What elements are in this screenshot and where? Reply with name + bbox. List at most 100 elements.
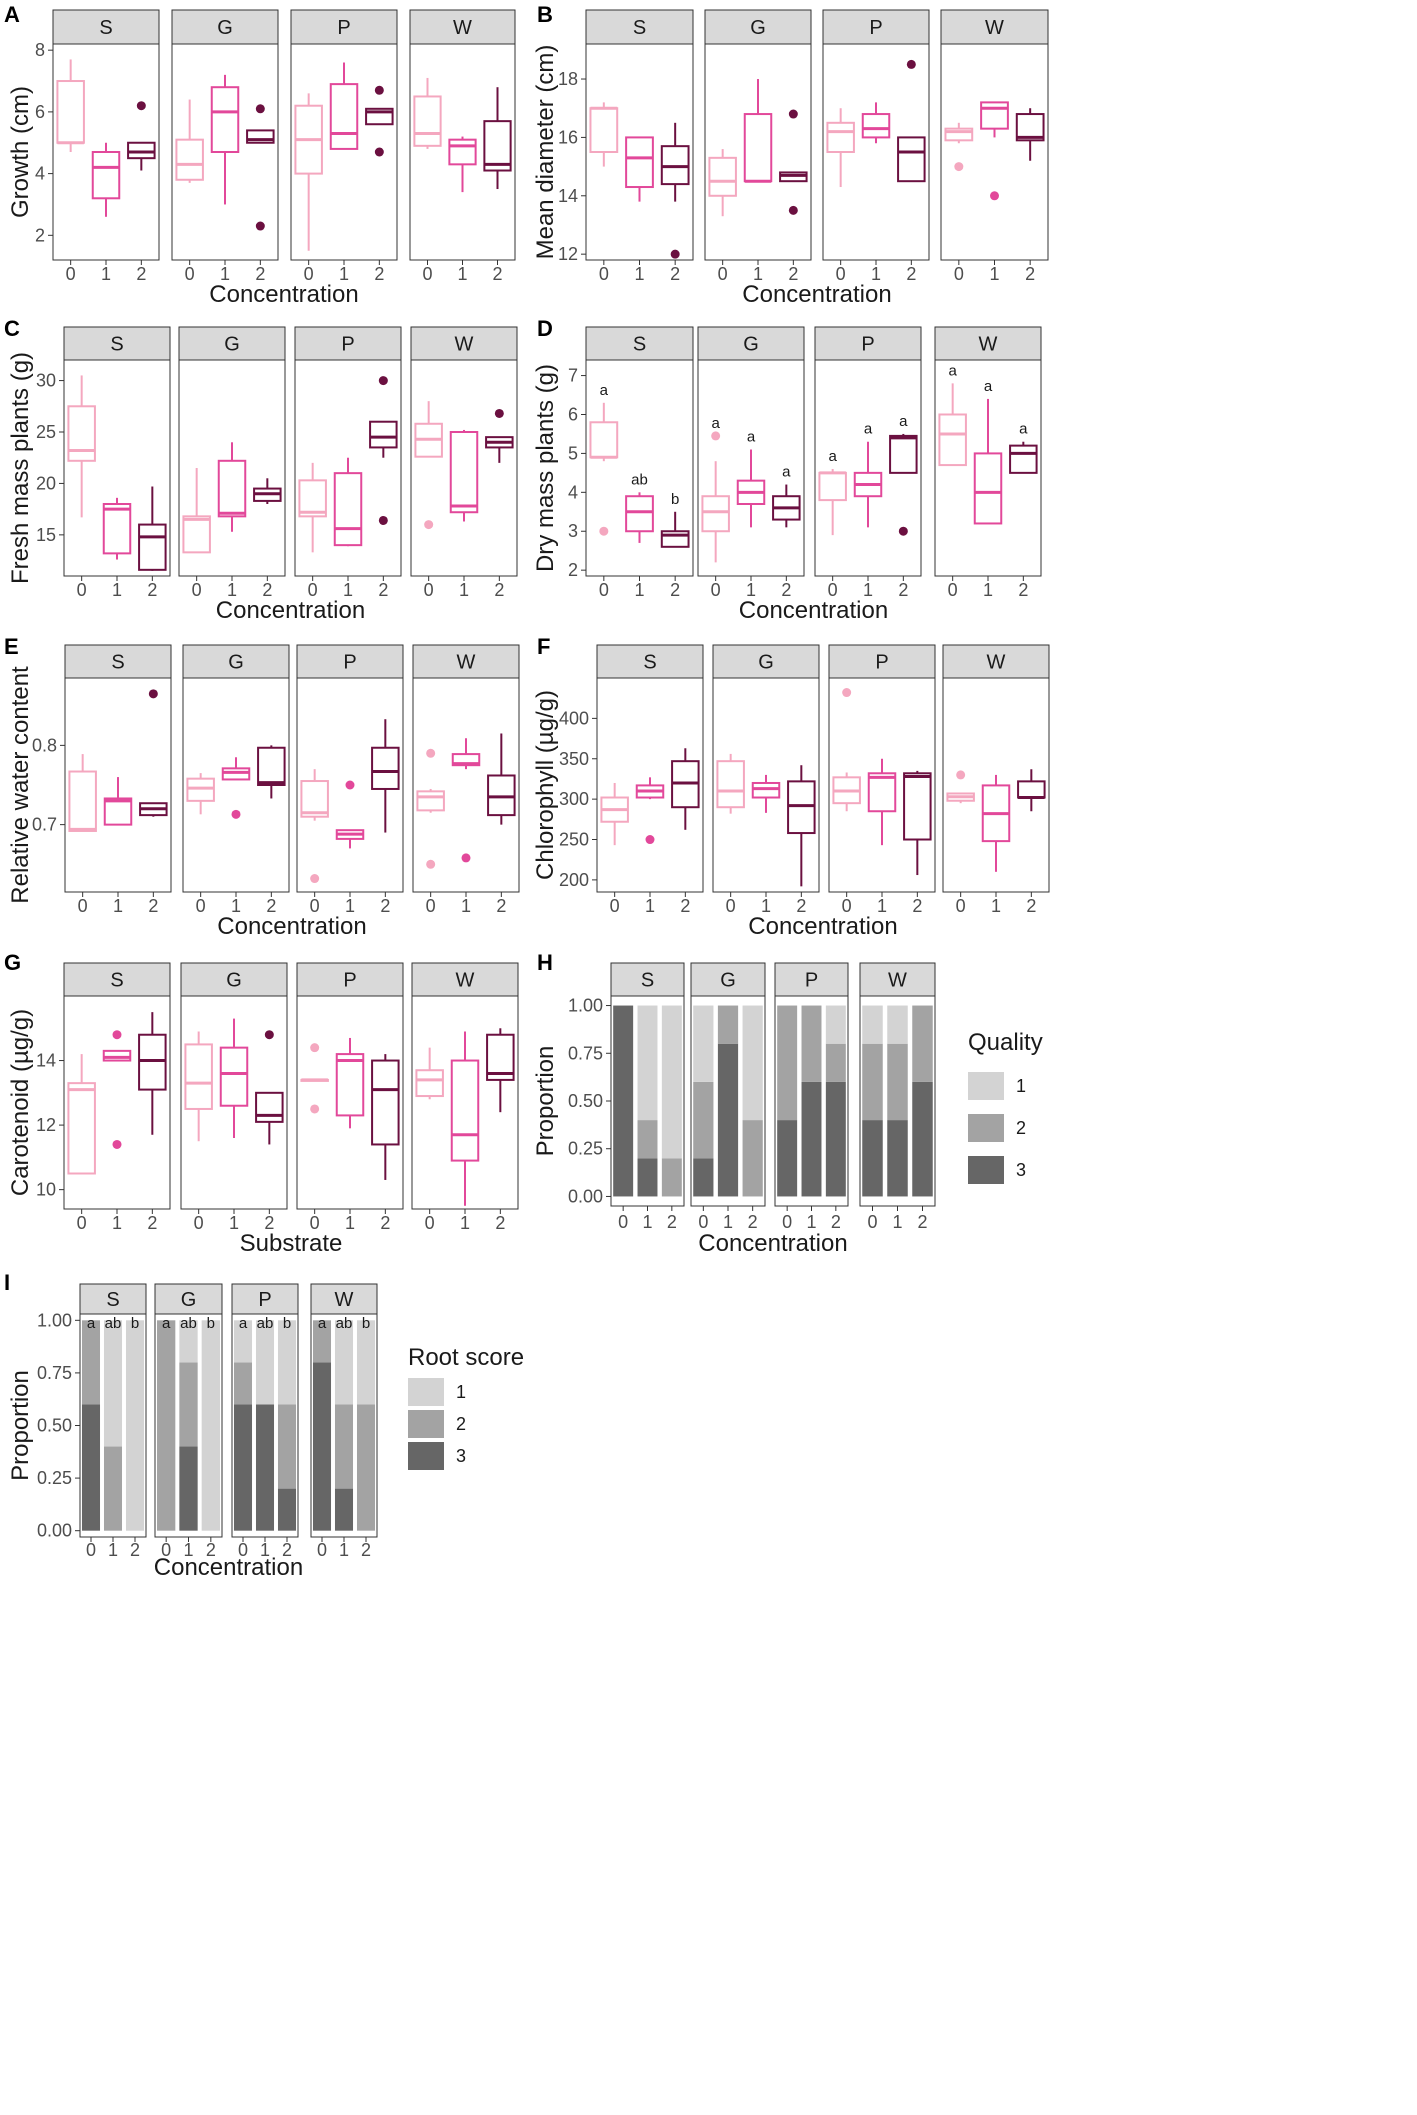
box-iqr	[175, 138, 204, 181]
y-tick-label: 0.50	[568, 1091, 603, 1111]
bar-segment-quality-1	[825, 1005, 846, 1044]
facet-P: P 0 1 2	[828, 644, 936, 916]
outlier-point	[264, 1030, 274, 1040]
facet-label: P	[805, 970, 818, 992]
stacked-bar-P-0	[233, 1320, 253, 1531]
x-tick-label: 0	[954, 264, 964, 284]
legend-swatch	[968, 1072, 1004, 1100]
box-P-2	[897, 59, 926, 183]
bar-segment-quality-1	[201, 1320, 220, 1531]
box-iqr	[450, 1059, 480, 1162]
x-tick-label: 0	[599, 580, 609, 600]
box-iqr	[973, 452, 1003, 525]
facet-S: S 0 1 2	[52, 9, 160, 284]
box-G-0	[184, 1031, 213, 1142]
bar-segment-quality-2	[179, 1362, 198, 1447]
box-S-1	[102, 497, 132, 560]
facet-P: P 0 1 2	[294, 326, 402, 600]
stacked-bar-S-2	[661, 1005, 682, 1197]
y-tick-label: 4	[568, 482, 578, 502]
x-tick-label: 2	[748, 1212, 758, 1232]
box-W-0	[415, 1047, 444, 1100]
panel-letter: A	[4, 2, 20, 27]
box-S-1	[103, 777, 133, 826]
facet-strip	[942, 644, 1050, 679]
bar-segment-quality-2	[777, 1005, 798, 1121]
box-iqr	[182, 515, 211, 554]
facet-label: W	[888, 970, 907, 992]
outlier-point	[378, 376, 388, 386]
facet-label: W	[987, 652, 1006, 674]
x-tick-label: 0	[422, 264, 432, 284]
facet-label: G	[228, 652, 244, 674]
x-axis-title: Concentration	[209, 281, 358, 308]
box-iqr	[102, 1049, 132, 1062]
legend-swatch	[408, 1378, 444, 1406]
bar-segment-quality-3	[334, 1488, 354, 1531]
stacked-bar-P-1	[801, 1005, 822, 1197]
box-P-1	[867, 758, 897, 846]
facet-strip	[596, 644, 704, 679]
box-iqr	[329, 83, 359, 150]
box-W-0	[946, 770, 975, 804]
bar-segment-quality-3	[717, 1043, 739, 1197]
bar-segment-quality-1	[661, 1005, 682, 1159]
box-W-1	[449, 429, 479, 522]
facet-P: P 0 1 2	[822, 9, 930, 284]
facet-strip	[934, 326, 1042, 361]
y-tick-label: 14	[36, 1051, 56, 1071]
facet-P: P 0 1 2 a a a	[814, 326, 922, 600]
x-tick-label: 2	[282, 1540, 292, 1560]
box-G-1	[736, 449, 766, 528]
box-P-2	[889, 433, 918, 536]
box-iqr	[369, 420, 398, 449]
y-tick-label: 12	[36, 1115, 56, 1135]
box-S-1	[625, 136, 654, 202]
x-tick-label: 0	[196, 896, 206, 916]
facet-label: G	[181, 1289, 197, 1311]
box-W-0	[416, 748, 445, 869]
facet-G: G 0 1 2 a ab b	[154, 1283, 223, 1560]
x-tick-label: 0	[726, 896, 736, 916]
bar-segment-quality-2	[81, 1320, 101, 1405]
box-S-1	[102, 1030, 132, 1149]
box-iqr	[625, 136, 654, 189]
facet-strip	[704, 9, 812, 45]
box-P-2	[369, 376, 398, 525]
box-iqr	[186, 777, 215, 802]
x-tick-label: 2	[380, 1213, 390, 1233]
x-tick-label: 2	[788, 264, 798, 284]
x-tick-label: 2	[917, 1212, 927, 1232]
box-G-0	[701, 431, 730, 563]
y-tick-label: 10	[36, 1180, 56, 1200]
bar-segment-quality-1	[356, 1320, 376, 1405]
x-tick-label: 1	[634, 580, 644, 600]
box-iqr	[589, 421, 619, 459]
bar-segment-quality-3	[801, 1081, 822, 1197]
box-iqr	[102, 503, 132, 555]
y-tick-label: 0.25	[568, 1139, 603, 1159]
box-iqr	[660, 530, 690, 548]
box-iqr	[184, 1043, 213, 1110]
x-tick-label: 1	[892, 1212, 902, 1232]
bar-segment-quality-3	[613, 1005, 634, 1197]
box-P-0	[832, 688, 861, 812]
facet-label: G	[226, 970, 242, 992]
box-S-1	[635, 777, 665, 845]
facet-label: S	[110, 334, 123, 356]
y-tick-label: 2	[568, 560, 578, 580]
x-axis-title: Concentration	[742, 281, 891, 308]
x-tick-label: 1	[645, 896, 655, 916]
facet-strip	[409, 9, 516, 45]
facet-strip	[411, 962, 519, 997]
box-G-0	[708, 149, 737, 217]
box-iqr	[333, 472, 363, 547]
y-tick-label: 400	[559, 708, 589, 728]
box-G-0	[716, 753, 745, 814]
box-iqr	[861, 113, 891, 139]
facet-S: S 0 1 2	[596, 644, 704, 916]
facet-label: G	[750, 17, 766, 39]
y-tick-label: 5	[568, 443, 578, 463]
facet-label: P	[341, 334, 354, 356]
y-tick-label: 1.00	[37, 1310, 72, 1330]
